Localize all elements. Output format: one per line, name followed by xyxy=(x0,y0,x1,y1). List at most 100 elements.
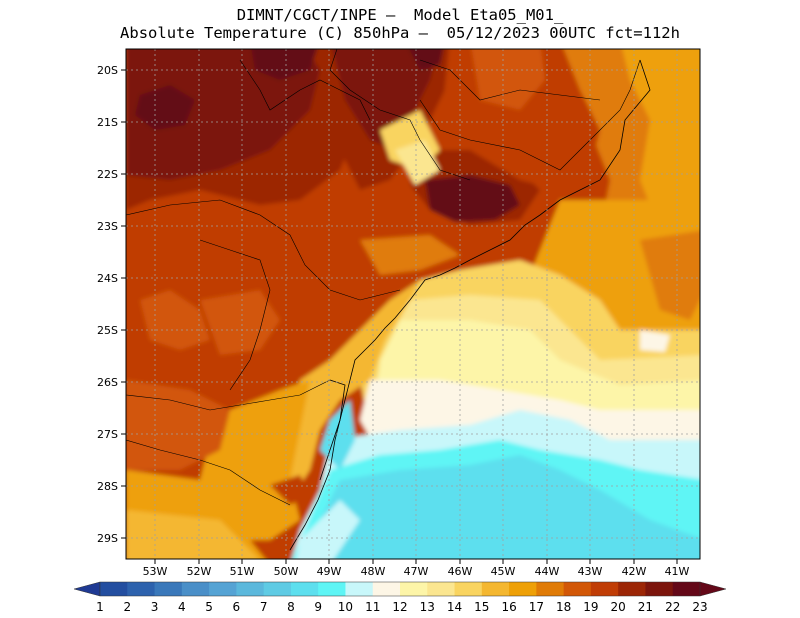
field-9 xyxy=(302,455,700,559)
lat-label: 25S xyxy=(97,324,118,337)
colorbar-label: 4 xyxy=(178,600,186,614)
colorbar-label: 10 xyxy=(338,600,353,614)
colorbar-swatch xyxy=(181,582,210,596)
field-19 xyxy=(471,49,545,110)
field-16c xyxy=(126,510,259,559)
colorbar-swatch xyxy=(345,582,374,596)
field-23d xyxy=(425,175,520,222)
lon-label: 53W xyxy=(143,565,168,578)
colorbar-swatch xyxy=(563,582,592,596)
lon-label: 49W xyxy=(317,565,342,578)
colorbar-label: 15 xyxy=(474,600,489,614)
lat-label: 22S xyxy=(97,168,118,181)
lon-label: 42W xyxy=(622,565,647,578)
colorbar-label: 13 xyxy=(420,600,435,614)
colorbar-frame xyxy=(99,581,701,597)
field-12b xyxy=(640,330,670,352)
colorbar-label: 5 xyxy=(205,600,213,614)
lon-label: 51W xyxy=(230,565,255,578)
lon-axis: 53W 52W 51W 50W 49W 48W 47W 46W 45W 44W … xyxy=(143,559,690,578)
colorbar-swatch xyxy=(236,582,265,596)
field-19c xyxy=(200,290,280,355)
field-18b xyxy=(640,230,700,320)
colorbar-swatch xyxy=(263,582,292,596)
colorbar-label: 11 xyxy=(365,600,380,614)
colorbar-label: 16 xyxy=(501,600,516,614)
colorbar-label: 8 xyxy=(287,600,295,614)
field-18c xyxy=(360,235,460,275)
lat-label: 23S xyxy=(97,220,118,233)
colorbar-label: 9 xyxy=(314,600,322,614)
colorbar-label: 23 xyxy=(692,600,707,614)
state-borders xyxy=(126,49,641,506)
colorbar-swatch xyxy=(290,582,319,596)
colorbar-right-arrow xyxy=(699,581,727,597)
colorbar-label: 14 xyxy=(447,600,462,614)
lon-label: 44W xyxy=(535,565,560,578)
colorbar-swatch xyxy=(672,582,701,596)
colorbar-swatch xyxy=(318,582,346,596)
colorbar-label: 19 xyxy=(583,600,598,614)
colorbar-label: 18 xyxy=(556,600,571,614)
colorbar-label: 2 xyxy=(123,600,131,614)
colorbar-label: 1 xyxy=(96,600,104,614)
lat-gridlines xyxy=(126,69,700,539)
colorbar-swatch xyxy=(209,582,237,596)
colorbar-swatch xyxy=(536,582,565,596)
colorbar-left-arrow xyxy=(73,581,101,597)
colorbar-swatch xyxy=(127,582,156,596)
colorbar-label: 12 xyxy=(392,600,407,614)
lon-label: 48W xyxy=(361,565,386,578)
colorbar-swatch xyxy=(481,582,510,596)
field-11b xyxy=(296,500,360,559)
lon-label: 45W xyxy=(491,565,516,578)
lat-label: 28S xyxy=(97,480,118,493)
lon-label: 52W xyxy=(187,565,212,578)
field-22b xyxy=(332,49,438,150)
colorbar-label: 6 xyxy=(233,600,241,614)
coastline xyxy=(289,59,651,551)
field-23 xyxy=(135,85,195,130)
field-19b xyxy=(140,290,210,350)
temperature-field xyxy=(126,49,700,559)
lat-label: 24S xyxy=(97,272,118,285)
colorbar: 1 2 3 4 5 6 7 8 9 10 11 12 13 14 15 16 17 18 19 20 21 22 23 xyxy=(73,581,727,614)
colorbar-swatch xyxy=(645,582,674,596)
lon-label: 41W xyxy=(665,565,690,578)
lat-label: 27S xyxy=(97,428,118,441)
lat-label: 20S xyxy=(97,64,118,77)
colorbar-swatch xyxy=(100,582,128,596)
lon-label: 50W xyxy=(274,565,299,578)
field-20d xyxy=(270,475,310,505)
field-15b xyxy=(395,140,440,185)
lon-label: 43W xyxy=(578,565,603,578)
colorbar-swatch xyxy=(400,582,428,596)
colorbar-swatch xyxy=(590,582,619,596)
colorbar-label: 7 xyxy=(260,600,268,614)
chart-title-line-1: DIMNT/CGCT/INPE – Model Eta05_M01_ xyxy=(236,6,564,24)
field-16b xyxy=(270,280,420,500)
chart-title-line-2: Absolute Temperature (C) 850hPa – 05/12/… xyxy=(120,24,680,42)
colorbar-label: 21 xyxy=(638,600,653,614)
colorbar-label: 20 xyxy=(611,600,626,614)
field-17a xyxy=(622,49,700,248)
colorbar-swatch xyxy=(154,582,183,596)
colorbar-label: 22 xyxy=(665,600,680,614)
colorbar-swatch xyxy=(618,582,646,596)
lon-label: 47W xyxy=(404,565,429,578)
lat-axis: 20S 21S 22S 23S 24S 25S 26S 27S 28S 29S xyxy=(97,64,126,545)
map-frame xyxy=(125,48,701,560)
colorbar-label: 3 xyxy=(151,600,159,614)
lat-label: 21S xyxy=(97,116,118,129)
lon-label: 46W xyxy=(448,565,473,578)
field-23b xyxy=(251,49,317,80)
lat-label: 29S xyxy=(97,532,118,545)
field-22 xyxy=(126,49,320,180)
colorbar-swatch xyxy=(509,582,537,596)
lon-gridlines xyxy=(154,49,678,559)
lat-label: 26S xyxy=(97,376,118,389)
colorbar-swatch xyxy=(372,582,401,596)
colorbar-label: 17 xyxy=(529,600,544,614)
colorbar-swatch xyxy=(427,582,456,596)
